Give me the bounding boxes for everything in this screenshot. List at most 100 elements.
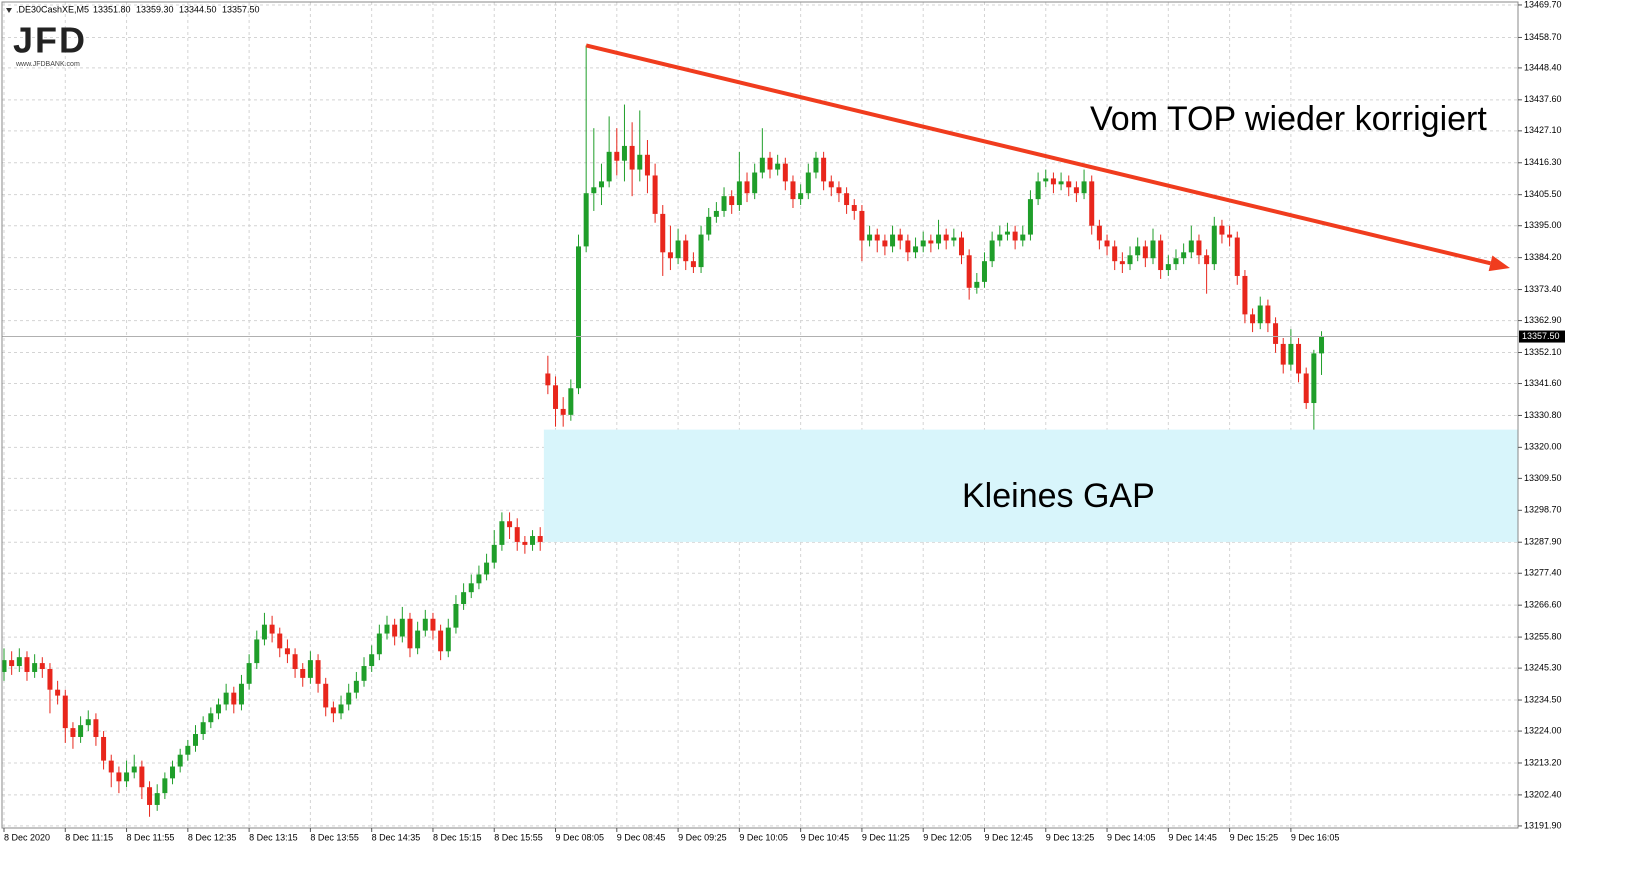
y-tick-label: 13469.70 (1524, 0, 1562, 9)
x-tick-label: 9 Dec 12:45 (984, 832, 1033, 842)
candle-body (1227, 234, 1233, 238)
candle-body (407, 618, 413, 649)
candle-body (438, 630, 444, 652)
candle-body (897, 234, 903, 241)
candle-body (1273, 323, 1279, 344)
candle-body (1, 660, 7, 672)
candle-body (277, 633, 283, 649)
candle-body (85, 719, 91, 726)
candle-body (530, 536, 536, 545)
candle-body (101, 736, 107, 761)
candle-body (193, 734, 198, 746)
candle-body (1311, 353, 1317, 404)
candle-body (392, 624, 398, 637)
candle-body (1058, 181, 1064, 185)
logo: JFD (13, 20, 87, 61)
candle-body (851, 205, 857, 211)
x-tick-label: 8 Dec 11:55 (127, 832, 175, 842)
y-tick-label: 13427.10 (1524, 125, 1562, 135)
candle-body (200, 722, 206, 735)
candle-body (1066, 181, 1072, 188)
candle-body (1043, 178, 1049, 182)
candle-body (1127, 255, 1133, 265)
candle-body (568, 388, 574, 415)
candle-body (1073, 187, 1079, 194)
candle-body (1012, 231, 1018, 241)
candle-body (1242, 275, 1248, 315)
x-tick-label: 9 Dec 12:05 (923, 832, 972, 842)
candle-body (759, 157, 765, 173)
current-price-label: 13357.50 (1522, 331, 1560, 341)
candle-body (805, 172, 811, 194)
candle-body (660, 213, 666, 253)
candle-body (966, 255, 972, 288)
candle-body (223, 692, 229, 705)
annotation-top: Vom TOP wieder korrigiert (1090, 100, 1487, 138)
y-tick-label: 13213.20 (1524, 757, 1562, 767)
candle-body (890, 234, 896, 247)
candle-body (844, 193, 850, 206)
candle-body (1250, 314, 1256, 324)
candle-body (514, 527, 520, 542)
candle-body (124, 772, 130, 782)
candle-body (139, 766, 145, 788)
y-tick-label: 13234.50 (1524, 694, 1562, 704)
y-tick-label: 13448.40 (1524, 62, 1562, 72)
header-open: 13351.80 (93, 4, 131, 14)
y-tick-label: 13191.90 (1524, 820, 1562, 830)
candle-body (254, 639, 260, 664)
y-tick-label: 13298.70 (1524, 505, 1562, 515)
candle-body (415, 630, 421, 649)
candle-body (821, 157, 827, 182)
candle-body (361, 666, 367, 681)
candle-body (1173, 258, 1179, 265)
candle-body (997, 234, 1003, 241)
candle-body (836, 187, 842, 194)
candle-body (545, 373, 551, 386)
x-tick-label: 9 Dec 10:05 (739, 832, 788, 842)
y-tick-label: 13320.00 (1524, 442, 1562, 452)
candle-body (215, 704, 221, 714)
candle-body (315, 660, 321, 684)
y-tick-label: 13373.40 (1524, 284, 1562, 294)
trend-line (585, 43, 1491, 266)
candle-body (399, 618, 405, 637)
candle-body (744, 181, 750, 194)
x-tick-label: 9 Dec 14:45 (1168, 832, 1217, 842)
candle-body (231, 692, 237, 705)
x-tick-label: 9 Dec 16:05 (1291, 832, 1340, 842)
candle-body (47, 669, 53, 690)
candle-body (154, 793, 160, 805)
candle-body (522, 541, 528, 545)
candle-body (1165, 264, 1171, 271)
candle-body (1319, 336, 1325, 354)
candle-body (93, 719, 99, 737)
candle-body (882, 240, 888, 247)
candle-body (1303, 373, 1309, 404)
candle-body (637, 154, 643, 170)
candle-body (116, 772, 122, 782)
candle-body (353, 680, 359, 693)
candle-body (70, 728, 76, 737)
header-low: 13344.50 (179, 4, 217, 14)
x-tick-label: 9 Dec 10:45 (801, 832, 850, 842)
candle-body (384, 624, 390, 634)
candle-body (553, 385, 559, 409)
candle-body (1096, 225, 1102, 241)
candle-body (1112, 246, 1118, 262)
trend-arrowhead (1488, 255, 1510, 272)
y-tick-label: 13309.50 (1524, 473, 1562, 483)
candle-body (1158, 240, 1164, 271)
x-tick-label: 8 Dec 14:35 (372, 832, 421, 842)
y-tick-label: 13255.80 (1524, 631, 1562, 641)
candle-body (813, 157, 819, 173)
candle-body (981, 261, 987, 282)
candle-body (292, 654, 298, 670)
y-tick-label: 13437.60 (1524, 94, 1562, 104)
candle-body (147, 787, 153, 805)
candle-body (269, 624, 275, 634)
candle-body (1257, 305, 1263, 324)
y-tick-label: 13458.70 (1524, 32, 1562, 42)
candle-body (208, 713, 214, 723)
candle-body (1265, 305, 1271, 324)
